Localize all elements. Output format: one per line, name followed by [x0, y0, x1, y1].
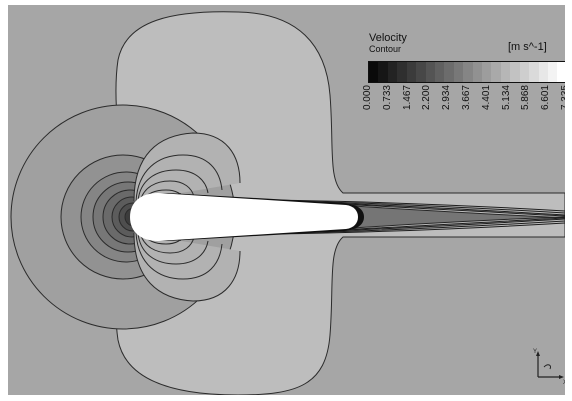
legend-color-step	[369, 62, 379, 82]
contour-viewport[interactable]: Velocity Contour [m s^-1] 0.000 0.733 1.46…	[8, 5, 565, 395]
legend-subtitle: Contour	[369, 44, 402, 54]
legend-color-step	[378, 62, 388, 82]
legend-color-step	[538, 62, 549, 82]
legend-color-step	[406, 62, 417, 82]
legend-tick-label: 2.934	[441, 85, 453, 111]
wake-core	[343, 205, 565, 229]
legend-tick-label: 3.667	[461, 85, 472, 111]
legend-color-step	[387, 62, 398, 82]
legend-color-step	[557, 62, 565, 82]
legend-tick-label: 1.467	[401, 85, 413, 111]
legend-color-bar	[368, 61, 565, 83]
legend-tick-label: 7.335	[560, 85, 565, 111]
body-shape	[130, 193, 358, 241]
legend-tick-label: 5.868	[520, 85, 532, 111]
legend-tick-label: 6.601	[540, 85, 552, 111]
legend-tick-label: 4.401	[480, 85, 492, 111]
shoulder-contours	[133, 132, 241, 302]
legend-tick-label: 0.733	[381, 85, 393, 111]
triad-y-label: Y	[533, 349, 537, 355]
legend-color-step	[416, 62, 426, 82]
legend-color-step	[482, 62, 492, 82]
axis-triad: Y X	[533, 349, 565, 385]
legend-color-step	[472, 62, 483, 82]
legend-color-step	[510, 62, 520, 82]
legend-tick-label: 0.000	[362, 85, 373, 111]
legend-color-step	[397, 62, 407, 82]
legend-title: Velocity	[369, 32, 407, 44]
legend-units: [m s^-1]	[508, 41, 547, 53]
legend-tick-label: 2.200	[421, 85, 433, 111]
legend-color-step	[444, 62, 454, 82]
legend-color-step	[529, 62, 539, 82]
legend-color-step	[500, 62, 511, 82]
legend-color-step	[463, 62, 473, 82]
legend-color-step	[548, 62, 558, 82]
legend-color-step	[425, 62, 435, 82]
legend-color-step	[434, 62, 445, 82]
triad-x-label: X	[563, 380, 565, 385]
legend-color-step	[519, 62, 530, 82]
legend-color-step	[491, 62, 501, 82]
legend-tick-label: 5.134	[500, 85, 512, 111]
legend-color-step	[453, 62, 464, 82]
